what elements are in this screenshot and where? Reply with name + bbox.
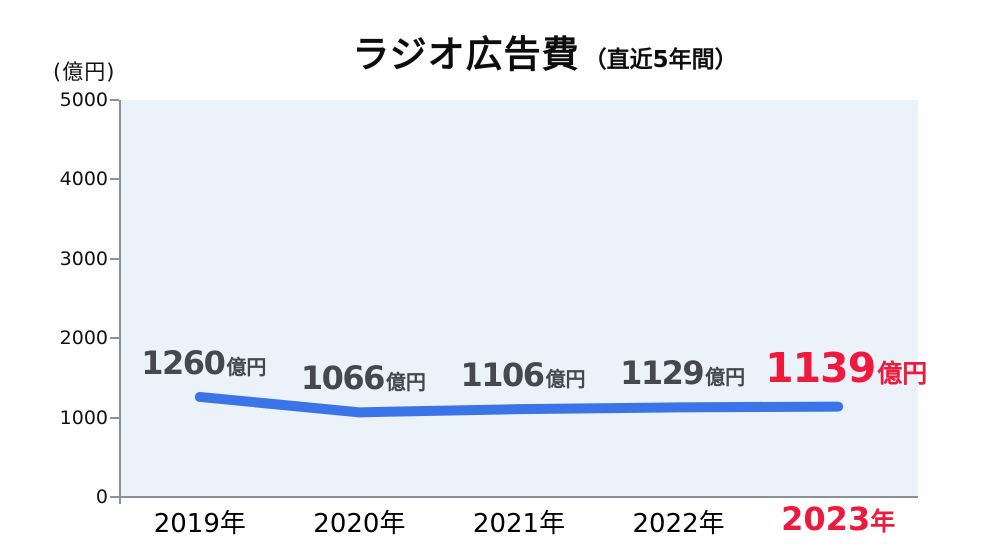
data-label: 1260 億円 (141, 347, 266, 379)
x-tick-year: 2021 (472, 509, 540, 539)
y-tick-label: 0 (95, 486, 108, 508)
y-axis-line (119, 100, 121, 504)
x-tick-label: 2022年 (633, 503, 725, 540)
x-axis-line (113, 496, 918, 498)
plot-area (120, 100, 918, 497)
y-tick-label: 2000 (59, 327, 108, 350)
line-path (194, 391, 844, 418)
data-label-unit: 億円 (385, 370, 426, 395)
chart-title-block: ラジオ広告費 （直近5年間） (45, 24, 1000, 78)
y-tick-label: 1000 (59, 406, 108, 429)
x-tick-year: 2023 (781, 500, 871, 538)
y-tick-mark (110, 416, 119, 419)
y-axis-unit-label: (億円) (53, 60, 116, 84)
data-label: 1129 億円 (620, 357, 745, 389)
y-tick-mark (110, 178, 119, 181)
data-label: 1106 億円 (460, 359, 585, 391)
data-label: 1066 億円 (301, 362, 426, 394)
line-series-svg (194, 391, 844, 418)
y-tick-label: 4000 (59, 168, 108, 191)
x-tick-year-suffix: 年 (219, 509, 246, 539)
data-label-unit: 億円 (877, 358, 928, 388)
x-tick-label: 2023年 (781, 500, 895, 538)
chart-subtitle: （直近5年間） (583, 47, 738, 73)
data-label-value: 1260 (141, 343, 226, 382)
x-tick-year-suffix: 年 (698, 509, 725, 539)
x-tick-year-suffix: 年 (379, 509, 406, 539)
chart-title: ラジオ広告費 (352, 33, 580, 76)
data-label-unit: 億円 (226, 354, 267, 379)
y-tick-mark (110, 257, 119, 260)
x-tick-label: 2021年 (473, 503, 565, 540)
x-tick-year: 2020 (313, 509, 380, 539)
x-tick-label: 2019年 (154, 503, 246, 540)
data-label-value: 1139 (765, 343, 876, 392)
data-label-value: 1106 (460, 356, 545, 395)
data-label-unit: 億円 (545, 367, 586, 392)
data-label: 1139億円 (765, 347, 928, 389)
x-tick-label: 2020年 (313, 503, 405, 540)
x-tick-year: 2022 (632, 509, 699, 539)
data-label-value: 1129 (620, 354, 705, 393)
y-tick-mark (110, 496, 119, 498)
data-label-unit: 億円 (705, 365, 746, 390)
x-tick-year-suffix: 年 (539, 509, 566, 539)
y-tick-label: 5000 (59, 89, 108, 111)
x-tick-year-suffix: 年 (870, 507, 896, 536)
y-tick-mark (110, 99, 119, 101)
data-label-value: 1066 (300, 359, 386, 398)
y-tick-mark (110, 337, 119, 340)
y-tick-label: 3000 (59, 247, 108, 270)
x-tick-year: 2019 (153, 509, 220, 539)
